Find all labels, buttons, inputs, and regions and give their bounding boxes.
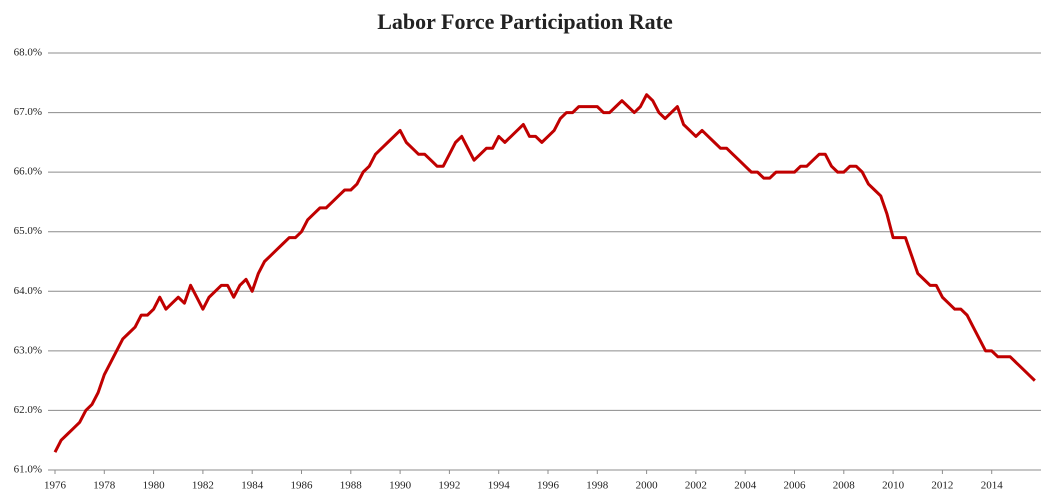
y-tick-label: 61.0% [14,464,42,476]
x-tick-label: 1976 [44,480,67,492]
x-tick-label: 1990 [389,480,412,492]
x-tick-label: 2012 [931,480,953,492]
line [53,93,1036,453]
y-tick-label: 65.0% [14,225,42,237]
x-tick-label: 2010 [882,480,905,492]
y-tick-label: 66.0% [14,166,42,178]
x-tick-label: 1980 [143,480,166,492]
x-tick-label: 1988 [340,480,363,492]
x-tick-label: 1994 [488,480,511,492]
x-tick-label: 1998 [586,480,609,492]
y-tick-label: 68.0% [14,47,42,59]
x-tick-label: 2000 [636,480,659,492]
x-tick-label: 2006 [784,480,807,492]
x-tick-label: 2002 [685,480,707,492]
x-tick-label: 1982 [192,480,214,492]
x-tick-label: 1986 [291,480,314,492]
y-tick-label: 63.0% [14,344,42,356]
chart-title: Labor Force Participation Rate [377,9,673,34]
y-tick-label: 67.0% [14,106,42,118]
x-tick-label: 1978 [93,480,116,492]
y-tick-label: 64.0% [14,285,42,297]
x-tick-label: 2004 [734,480,757,492]
x-tick-label: 2014 [981,480,1004,492]
x-tick-label: 2008 [833,480,856,492]
x-tick-label: 1996 [537,480,560,492]
x-tick-label: 1984 [241,480,264,492]
x-tick-label: 1992 [438,480,460,492]
y-tick-label: 62.0% [14,404,42,416]
